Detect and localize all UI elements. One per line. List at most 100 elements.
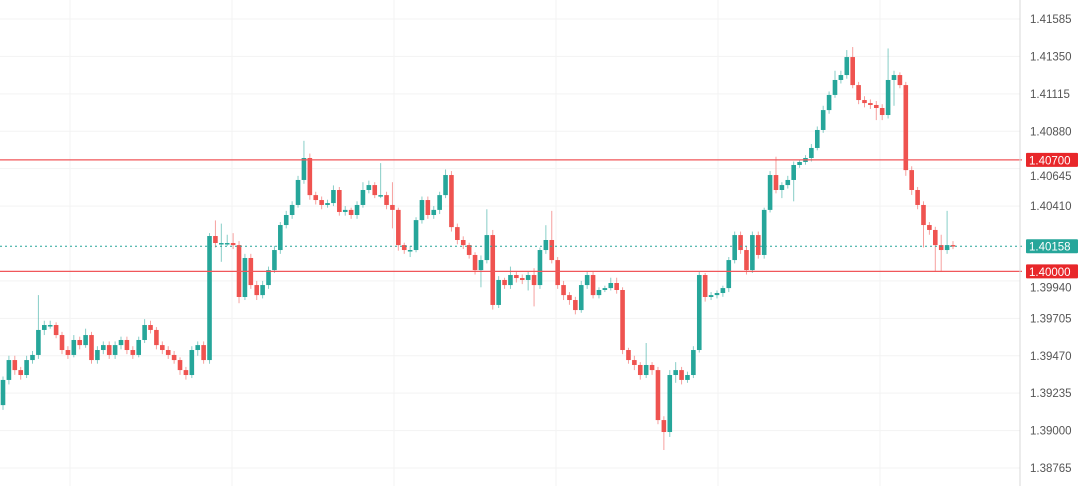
candle-body [478, 260, 484, 271]
candle-body [455, 227, 460, 240]
candle-body [289, 204, 295, 215]
candle-bearish [897, 72, 903, 89]
candle-body [59, 335, 65, 351]
y-tick-label: 1.39940 [1030, 282, 1072, 294]
candle-bearish [254, 280, 260, 301]
candle-body [47, 325, 53, 327]
candle-body [154, 329, 159, 346]
candle-bearish [921, 201, 926, 248]
candle-bearish [519, 274, 525, 285]
candle-bearish [236, 241, 242, 304]
y-tick-label: 1.39000 [1030, 426, 1072, 438]
candle-body [77, 339, 83, 346]
candle-bullish [543, 225, 549, 254]
candle-bearish [555, 257, 560, 289]
candle-body [938, 245, 944, 251]
candle-body [449, 175, 454, 228]
candle-body [89, 335, 94, 361]
candle-bearish [449, 171, 454, 232]
candle-bearish [915, 186, 920, 210]
candle-body [12, 360, 18, 371]
y-tick-label: 1.41350 [1030, 51, 1072, 63]
candle-bearish [702, 272, 708, 302]
candle-bearish [649, 362, 655, 375]
candle-body [578, 285, 584, 311]
candle-body [272, 250, 277, 271]
candle-body [360, 190, 366, 205]
candle-body [791, 165, 796, 180]
candle-bullish [242, 253, 248, 301]
candle-bearish [213, 220, 218, 248]
candle-bearish [160, 341, 165, 355]
candle-body [903, 85, 909, 171]
candle-body [407, 250, 413, 252]
candle-bearish [130, 346, 136, 359]
candle-bullish [224, 234, 230, 246]
candle-body [313, 195, 319, 201]
candle-bullish [413, 217, 419, 253]
candle-bearish [183, 366, 189, 380]
level-price-tag [1026, 152, 1078, 167]
candle-bearish [590, 271, 596, 299]
y-tick-label: 1.39470 [1030, 351, 1072, 363]
candle-bearish [466, 242, 472, 259]
candle-bearish [637, 362, 643, 380]
candle-body [590, 275, 596, 296]
candle-body [873, 104, 879, 109]
candle-bullish [295, 175, 301, 208]
candle-bearish [755, 231, 761, 259]
candle-bearish [561, 280, 566, 301]
candle-body [396, 209, 401, 246]
candle-body [201, 345, 206, 361]
candle-bullish [301, 140, 307, 184]
candle-body [307, 157, 313, 196]
candle-body [567, 295, 572, 301]
candle-body [490, 235, 496, 305]
candle-body [655, 370, 661, 421]
candle-body [797, 161, 802, 166]
candle-body [555, 260, 560, 286]
candle-body [691, 350, 696, 376]
candle-body [537, 250, 543, 286]
candle-bearish [744, 245, 749, 275]
candle-bearish [53, 322, 59, 339]
candle-body [637, 364, 643, 376]
y-tick-label: 1.39235 [1030, 388, 1072, 400]
candle-bearish [337, 186, 342, 216]
candle-bullish [30, 350, 35, 364]
price-axis[interactable]: 1.41585 1.41350 1.41115 1.40880 1.40645 1.404… [1026, 14, 1078, 475]
candle-body [6, 360, 12, 380]
candle-body [643, 364, 649, 376]
candle-bullish [118, 336, 124, 350]
candle-bearish [124, 336, 130, 355]
candle-bullish [602, 285, 608, 293]
candle-body [419, 200, 425, 221]
candle-body [337, 190, 342, 212]
candle-body [160, 345, 165, 351]
candle-body [702, 275, 708, 297]
candle-body [130, 350, 136, 355]
candle-bearish [490, 229, 496, 310]
candle-body [53, 325, 59, 336]
candle-body [101, 345, 106, 351]
candle-bullish [354, 201, 360, 219]
candle-bullish [767, 171, 773, 213]
candle-bearish [632, 355, 637, 371]
candle-bullish [325, 199, 330, 208]
candle-body [148, 325, 153, 330]
candle-bullish [419, 196, 425, 224]
candle-body [266, 270, 271, 286]
candle-bullish [496, 276, 501, 308]
candle-bearish [856, 81, 861, 105]
candle-bearish [77, 336, 83, 350]
y-tick-label: 1.38765 [1030, 463, 1072, 475]
candle-bearish [148, 320, 153, 334]
candle-body [401, 245, 407, 251]
candle-body [779, 185, 785, 191]
candle-bullish [0, 376, 6, 410]
candle-bullish [508, 266, 513, 289]
candle-body [714, 293, 720, 296]
candle-body [573, 300, 578, 311]
candle-bullish [342, 206, 348, 216]
